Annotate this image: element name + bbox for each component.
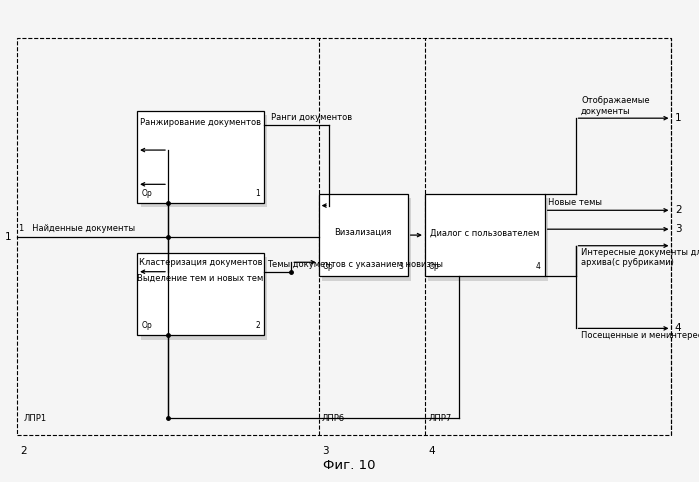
Text: 2: 2 bbox=[255, 321, 260, 330]
Text: Посещенные и менинтересные документы: Посещенные и менинтересные документы bbox=[581, 331, 699, 340]
Text: Кластеризация документов: Кластеризация документов bbox=[139, 258, 262, 268]
Text: ЛПРб: ЛПРб bbox=[322, 414, 345, 423]
Bar bbox=[17, 38, 672, 435]
Text: 2: 2 bbox=[21, 446, 27, 456]
Text: Ор: Ор bbox=[141, 321, 152, 330]
Text: 2: 2 bbox=[675, 205, 682, 215]
Text: Ор: Ор bbox=[141, 188, 152, 198]
Text: 4: 4 bbox=[428, 446, 435, 456]
Text: 1: 1 bbox=[5, 232, 12, 242]
Text: 4: 4 bbox=[535, 262, 540, 271]
Text: Ранжирование документов: Ранжирование документов bbox=[140, 118, 261, 127]
Text: Визализация: Визализация bbox=[335, 228, 392, 237]
Text: Диалог с пользователем: Диалог с пользователем bbox=[430, 228, 540, 237]
Bar bbox=[319, 194, 408, 277]
Bar bbox=[137, 253, 264, 335]
Text: Ранги документов: Ранги документов bbox=[271, 113, 352, 122]
Text: ЛПР7: ЛПР7 bbox=[428, 414, 452, 423]
Bar bbox=[137, 111, 264, 203]
Text: Фиг. 10: Фиг. 10 bbox=[323, 459, 376, 472]
Bar bbox=[322, 198, 411, 281]
Bar bbox=[140, 115, 267, 207]
Bar bbox=[425, 194, 545, 277]
Text: Новые темы: Новые темы bbox=[548, 199, 602, 207]
Text: 3: 3 bbox=[398, 262, 403, 271]
Text: Ор: Ор bbox=[323, 262, 333, 271]
Text: Ор: Ор bbox=[429, 262, 440, 271]
Text: 1   Найденные документы: 1 Найденные документы bbox=[20, 225, 136, 233]
Text: 3: 3 bbox=[675, 224, 682, 234]
Text: 1: 1 bbox=[675, 113, 682, 123]
Text: Отображаемые
документы: Отображаемые документы bbox=[581, 96, 649, 116]
Text: ЛПР1: ЛПР1 bbox=[24, 414, 48, 423]
Text: Темы документов с указанием новизны: Темы документов с указанием новизны bbox=[267, 260, 443, 269]
Text: 3: 3 bbox=[322, 446, 329, 456]
Text: Выделение тем и новых тем: Выделение тем и новых тем bbox=[138, 274, 264, 283]
Text: 4: 4 bbox=[675, 323, 682, 334]
Bar bbox=[428, 198, 548, 281]
Bar bbox=[140, 257, 267, 340]
Text: Интересные документы для
архива(с рубриками): Интересные документы для архива(с рубрик… bbox=[581, 248, 699, 268]
Text: 1: 1 bbox=[255, 188, 260, 198]
